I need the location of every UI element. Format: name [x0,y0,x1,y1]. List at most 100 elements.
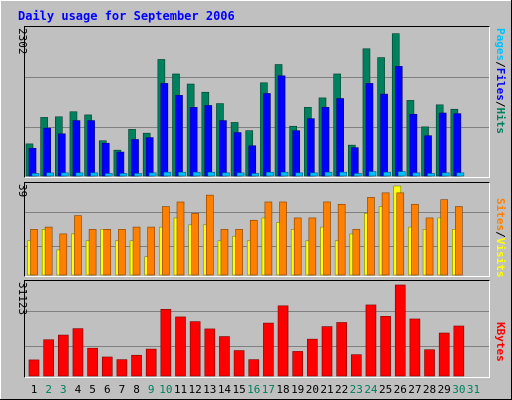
bar-kbytes-day-28 [424,349,435,377]
bar-sites-day-27 [411,203,419,276]
panel-2-bevel-light [24,182,490,277]
bar-files-day-30 [453,113,462,177]
x-tick-day-18: 18 [276,383,289,396]
bar-kbytes-day-18 [277,305,289,377]
bar-kbytes-day-20 [307,338,318,377]
bar-files-day-11 [175,95,183,177]
bar-sites-day-7 [118,229,126,276]
bar-files-day-8 [131,139,139,177]
bar-sites-day-28 [425,217,434,276]
x-tick-day-8: 8 [133,383,140,396]
bar-pages-day-13 [207,171,216,177]
bar-pages-day-3 [60,172,69,177]
legend-sep-3: / [494,231,507,238]
bar-sites-day-18 [279,201,287,276]
x-tick-day-7: 7 [119,383,126,396]
bar-sites-day-8 [132,226,141,276]
bar-kbytes-day-24 [365,304,377,377]
bar-files-day-23 [350,147,359,177]
bar-kbytes-day-25 [380,316,391,377]
bar-kbytes-day-10 [160,309,172,377]
bar-pages-day-30 [456,172,465,177]
panel-3-legend: KBytes [494,322,507,362]
bar-kbytes-day-21 [321,326,333,377]
panel-1-bars [25,33,465,177]
bar-files-day-26 [394,66,403,177]
bar-kbytes-day-4 [72,328,84,377]
bar-files-day-7 [116,151,125,177]
bar-pages-day-4 [75,172,84,177]
bar-pages-day-19 [295,172,304,177]
x-tick-day-20: 20 [306,383,319,396]
bar-files-day-14 [219,120,227,177]
bar-pages-day-25 [383,171,391,177]
x-tick-day-5: 5 [89,383,96,396]
bar-kbytes-day-9 [145,348,157,377]
x-tick-day-3: 3 [60,383,67,396]
panel-1-legend: Pages/Files/Hits [494,28,507,134]
x-tick-day-31: 31 [467,383,480,396]
bar-sites-day-26 [396,192,405,276]
bar-pages-day-29 [441,172,450,177]
bar-sites-day-5 [88,229,97,276]
bar-files-day-6 [101,142,110,177]
bar-pages-day-22 [339,171,347,177]
x-tick-day-1: 1 [31,383,38,396]
bar-files-day-16 [248,145,257,177]
bar-sites-day-25 [381,192,390,276]
panel-2-ymax-label: 39 [16,184,29,197]
bar-sites-day-21 [323,201,331,276]
x-tick-day-17: 17 [262,383,275,396]
bar-files-day-19 [292,130,301,177]
panel-3-bevel-light [24,280,490,378]
bar-files-day-10 [160,83,169,177]
x-tick-day-30: 30 [452,383,465,396]
bar-files-day-18 [277,75,286,177]
panel-2-bars [27,185,463,276]
bar-sites-day-15 [235,229,243,276]
panel-hits-files-pages: 2302 Pages/Files/Hits [16,26,507,178]
legend-sites: Sites [494,198,507,231]
x-tick-day-22: 22 [335,383,348,396]
svg-text:Pages/Files/Hits: Pages/Files/Hits [494,28,507,134]
bar-sites-day-19 [293,217,302,276]
bar-sites-day-20 [308,217,317,276]
bar-kbytes-day-30 [453,325,465,377]
bar-files-day-5 [87,120,95,177]
bar-sites-day-24 [367,197,375,276]
bar-kbytes-day-3 [57,334,69,377]
bar-sites-day-4 [74,215,82,276]
x-tick-day-19: 19 [291,383,304,396]
bar-files-day-24 [365,83,374,177]
bar-files-day-4 [72,120,81,177]
x-tick-day-13: 13 [203,383,216,396]
bar-pages-day-23 [353,173,362,177]
bar-pages-day-6 [104,173,113,177]
bar-kbytes-day-23 [350,354,362,377]
bar-pages-day-24 [368,171,377,177]
bar-sites-day-23 [352,229,361,276]
bar-files-day-1 [28,147,37,177]
bar-kbytes-day-12 [189,321,201,377]
bar-sites-day-29 [440,199,449,276]
bar-kbytes-day-7 [116,359,128,377]
x-tick-day-2: 2 [45,383,52,396]
bar-pages-day-10 [163,171,172,177]
bar-pages-day-12 [192,171,201,177]
bar-files-day-25 [380,93,388,177]
bar-kbytes-day-22 [336,322,347,377]
x-tick-day-24: 24 [364,383,378,396]
x-tick-day-28: 28 [423,383,436,396]
bar-pages-day-14 [222,172,230,177]
bar-files-day-2 [43,127,51,177]
bar-sites-day-9 [147,226,155,276]
x-tick-day-14: 14 [218,383,232,396]
x-tick-day-6: 6 [104,383,111,396]
x-tick-day-27: 27 [408,383,421,396]
bar-kbytes-day-2 [43,339,54,377]
legend-visits: Visits [494,238,507,278]
bar-files-day-15 [233,132,242,177]
bar-sites-day-14 [220,229,229,276]
bar-sites-day-17 [264,201,273,276]
